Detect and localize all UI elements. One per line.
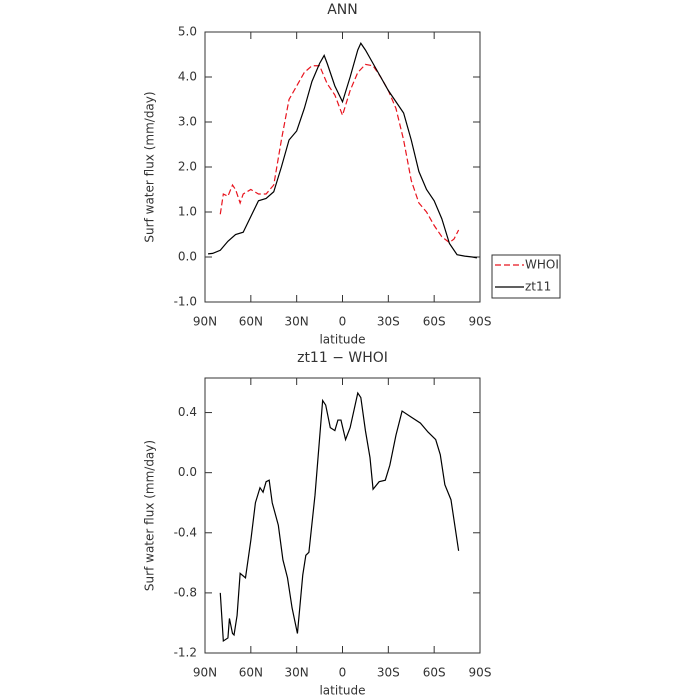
data-line [219,63,460,244]
x-tick-label: 30N [285,315,309,329]
x-tick-label: 60S [423,666,446,680]
x-tick-label: 90N [193,315,217,329]
data-line [219,391,460,643]
x-tick-label: 0 [339,666,347,680]
y-tick-label: 0.0 [178,465,197,479]
x-tick-label: 90S [469,315,492,329]
y-tick-label: -1.0 [174,295,197,309]
x-tick-label: 30S [377,666,400,680]
data-line [208,42,478,259]
legend-label: WHOI [525,258,559,272]
x-tick-label: 60N [239,315,263,329]
y-tick-label: 0.4 [178,405,197,419]
y-tick-label: -0.8 [174,585,197,599]
x-tick-label: 90S [469,666,492,680]
x-tick-label: 90N [193,666,217,680]
chart-title: zt11 − WHOI [297,350,388,366]
legend-label: zt11 [525,280,551,294]
y-axis-label: Surf water flux (mm/day) [143,440,157,591]
y-axis-label: Surf water flux (mm/day) [143,91,157,242]
y-tick-label: 1.0 [178,205,197,219]
y-tick-label: 5.0 [178,25,197,39]
x-tick-label: 0 [339,315,347,329]
y-tick-label: 2.0 [178,160,197,174]
y-tick-label: 3.0 [178,115,197,129]
x-axis-label: latitude [319,684,365,698]
x-axis-label: latitude [319,333,365,347]
y-tick-label: 0.0 [178,250,197,264]
x-tick-label: 60S [423,315,446,329]
plot-frame [204,31,481,303]
x-tick-label: 60N [239,666,263,680]
chart-title: ANN [327,2,358,18]
y-tick-label: -1.2 [174,646,197,660]
y-tick-label: 4.0 [178,70,197,84]
legend-box [491,254,561,299]
y-tick-label: -0.4 [174,525,197,539]
plot-frame [204,377,481,654]
x-tick-label: 30N [285,666,309,680]
x-tick-label: 30S [377,315,400,329]
